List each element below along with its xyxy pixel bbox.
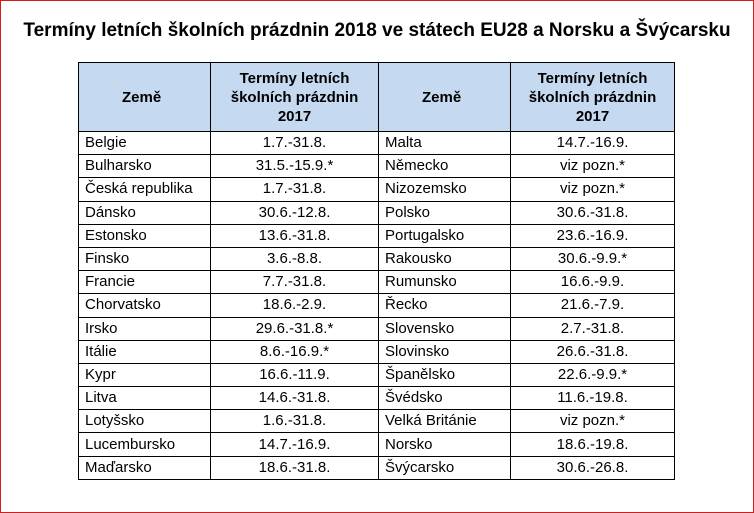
table-header-row: Země Termíny letních školních prázdnin 2… [78,62,675,132]
country-cell: Portugalsko [378,223,511,248]
country-cell: Francie [78,270,211,295]
date-cell: 3.6.-8.8. [210,246,379,272]
date-cell: 23.6.-16.9. [510,223,675,248]
date-cell: 30.6.-12.8. [210,200,379,225]
table-row: Lucembursko 14.7.-16.9. Norsko 18.6.-19.8. [78,432,675,457]
country-cell: Maďarsko [78,455,211,480]
page-title: Termíny letních školních prázdnin 2018 v… [23,20,731,41]
header-dates-left: Termíny letních školních prázdnin 2017 [210,62,379,132]
header-country-left: Země [78,62,211,132]
table-row: Finsko 3.6.-8.8. Rakousko 30.6.-9.9.* [78,246,675,272]
table-row: Chorvatsko 18.6.-2.9. Řecko 21.6.-7.9. [78,293,675,318]
table-row: Litva 14.6.-31.8. Švédsko 11.6.-19.8. [78,386,675,411]
table-row: Itálie 8.6.-16.9.* Slovinsko 26.6.-31.8. [78,339,675,364]
header-country-right: Země [378,62,511,132]
table-body: Belgie 1.7.-31.8. Malta 14.7.-16.9. Bulharsk… [78,130,675,480]
date-cell: 16.6.-9.9. [510,270,675,295]
date-cell: 30.6.-26.8. [510,455,675,480]
date-cell: 14.7.-16.9. [210,432,379,457]
date-cell: 18.6.-2.9. [210,293,379,318]
date-cell: 7.7.-31.8. [210,270,379,295]
country-cell: Slovinsko [378,339,511,364]
country-cell: Belgie [78,130,211,156]
date-cell: 1.7.-31.8. [210,130,379,156]
country-cell: Řecko [378,293,511,318]
country-cell: Nizozemsko [378,177,511,202]
country-cell: Španělsko [378,362,511,388]
date-cell: 16.6.-11.9. [210,362,379,388]
country-cell: Švýcarsko [378,455,511,480]
date-cell: 31.5.-15.9.* [210,154,379,179]
date-cell: 11.6.-19.8. [510,386,675,411]
country-cell: Česká republika [78,177,211,202]
country-cell: Rakousko [378,246,511,272]
country-cell: Velká Británie [378,409,511,434]
country-cell: Itálie [78,339,211,364]
country-cell: Estonsko [78,223,211,248]
country-cell: Litva [78,386,211,411]
country-cell: Bulharsko [78,154,211,179]
date-cell: 30.6.-31.8. [510,200,675,225]
country-cell: Polsko [378,200,511,225]
country-cell: Malta [378,130,511,156]
country-cell: Norsko [378,432,511,457]
country-cell: Dánsko [78,200,211,225]
country-cell: Švédsko [378,386,511,411]
table-row: Estonsko 13.6.-31.8. Portugalsko 23.6.-16.9… [78,223,675,248]
date-cell: viz pozn.* [510,177,675,202]
table-row: Francie 7.7.-31.8. Rumunsko 16.6.-9.9. [78,270,675,295]
table-row: Česká republika 1.7.-31.8. Nizozemsko viz p… [78,177,675,202]
date-cell: 18.6.-19.8. [510,432,675,457]
date-cell: viz pozn.* [510,154,675,179]
table-row: Lotyšsko 1.6.-31.8. Velká Británie viz pozn… [78,409,675,434]
table-row: Dánsko 30.6.-12.8. Polsko 30.6.-31.8. [78,200,675,225]
country-cell: Lotyšsko [78,409,211,434]
holiday-table: Země Termíny letních školních prázdnin 2… [78,62,675,480]
header-dates-right: Termíny letních školních prázdnin 2017 [510,62,675,132]
table-row: Maďarsko 18.6.-31.8. Švýcarsko 30.6.-26.8. [78,455,675,480]
date-cell: 30.6.-9.9.* [510,246,675,272]
table-row: Kypr 16.6.-11.9. Španělsko 22.6.-9.9.* [78,362,675,388]
country-cell: Rumunsko [378,270,511,295]
table-row: Irsko 29.6.-31.8.* Slovensko 2.7.-31.8. [78,316,675,341]
date-cell: viz pozn.* [510,409,675,434]
date-cell: 8.6.-16.9.* [210,339,379,364]
date-cell: 2.7.-31.8. [510,316,675,341]
date-cell: 29.6.-31.8.* [210,316,379,341]
date-cell: 14.6.-31.8. [210,386,379,411]
table-row: Bulharsko 31.5.-15.9.* Německo viz pozn.* [78,154,675,179]
country-cell: Slovensko [378,316,511,341]
date-cell: 13.6.-31.8. [210,223,379,248]
date-cell: 14.7.-16.9. [510,130,675,156]
country-cell: Irsko [78,316,211,341]
date-cell: 21.6.-7.9. [510,293,675,318]
date-cell: 22.6.-9.9.* [510,362,675,388]
date-cell: 1.6.-31.8. [210,409,379,434]
date-cell: 1.7.-31.8. [210,177,379,202]
country-cell: Kypr [78,362,211,388]
table-row: Belgie 1.7.-31.8. Malta 14.7.-16.9. [78,130,675,156]
country-cell: Chorvatsko [78,293,211,318]
country-cell: Německo [378,154,511,179]
country-cell: Finsko [78,246,211,272]
country-cell: Lucembursko [78,432,211,457]
date-cell: 26.6.-31.8. [510,339,675,364]
date-cell: 18.6.-31.8. [210,455,379,480]
